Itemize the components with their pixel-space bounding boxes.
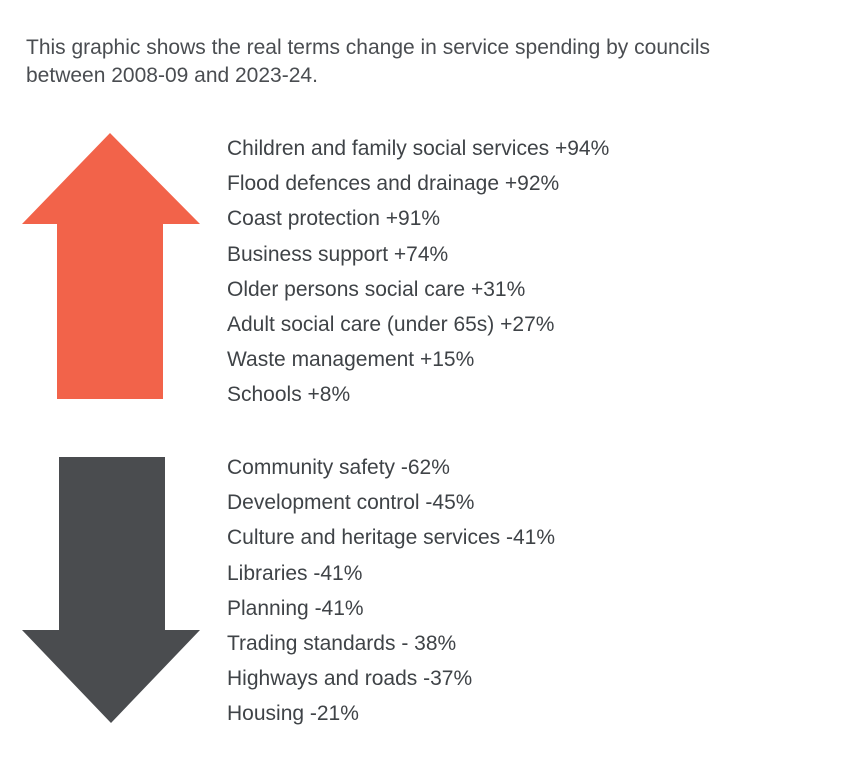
- list-item: Older persons social care +31%: [227, 277, 526, 301]
- arrow-up-shape: [22, 133, 200, 399]
- list-item: Development control -45%: [227, 491, 475, 515]
- intro-text: This graphic shows the real terms change…: [26, 34, 826, 90]
- list-item: Waste management +15%: [227, 348, 475, 372]
- list-item: Community safety -62%: [227, 456, 450, 479]
- list-item: Adult social care (under 65s) +27%: [227, 312, 555, 336]
- list-item: Flood defences and drainage +92%: [227, 172, 560, 196]
- arrow-down-icon: [22, 457, 200, 723]
- list-item: Libraries -41%: [227, 561, 363, 585]
- list-item: Schools +8%: [227, 383, 351, 407]
- increase-list: Children and family social services +94%…: [227, 131, 609, 413]
- arrow-down-shape: [22, 457, 200, 723]
- list-item: Highways and roads -37%: [227, 667, 473, 691]
- list-item: Culture and heritage services -41%: [227, 526, 556, 550]
- intro-line-1: This graphic shows the real terms change…: [26, 36, 711, 59]
- list-item: Coast protection +91%: [227, 207, 441, 231]
- list-item: Business support +74%: [227, 242, 449, 266]
- list-item: Children and family social services +94%: [227, 137, 610, 160]
- list-item: Planning -41%: [227, 596, 364, 620]
- list-item: Housing -21%: [227, 702, 359, 726]
- intro-line-2: between 2008-09 and 2023-24.: [26, 64, 318, 87]
- decrease-list: Community safety -62% Development contro…: [227, 450, 555, 732]
- arrow-up-icon: [22, 133, 200, 399]
- list-item: Trading standards - 38%: [227, 631, 457, 655]
